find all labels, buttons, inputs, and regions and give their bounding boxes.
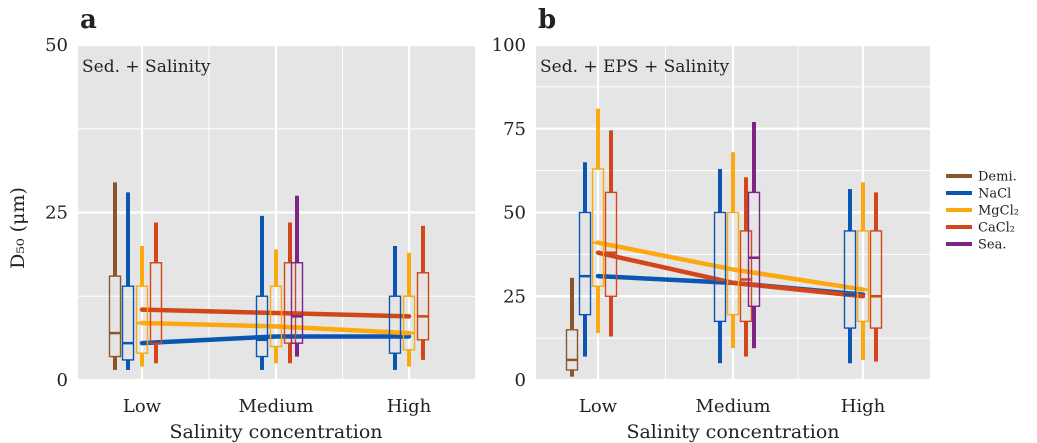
panel-b-title: Sed. + EPS + Salinity <box>540 57 729 77</box>
panel-a-x-axis-label: Salinity concentration <box>169 421 382 443</box>
box-medium-cacl2 <box>283 222 297 364</box>
box-low-nacl <box>121 192 135 370</box>
box-body <box>604 191 618 297</box>
panel-b-boxes <box>565 108 883 377</box>
x-tick-label-high: High <box>387 396 432 417</box>
box-body <box>747 191 761 307</box>
box-high-mgcl2 <box>856 182 870 360</box>
y-tick-label: 50 <box>45 35 68 56</box>
box-body <box>869 230 883 329</box>
box-body <box>135 285 149 354</box>
legend-item-demi: Demi. <box>946 170 1017 185</box>
legend-label: NaCl <box>978 187 1011 202</box>
x-tick-label-high: High <box>841 396 886 417</box>
box-body <box>290 262 304 344</box>
panel-b-x-ticks: Low Medium High <box>579 396 886 417</box>
box-body <box>255 295 269 358</box>
box-body <box>416 272 430 341</box>
box-high-cacl2 <box>416 225 430 360</box>
box-body <box>843 230 857 329</box>
box-body <box>149 262 163 344</box>
box-high-cacl2 <box>869 192 883 362</box>
box-medium-cacl2 <box>739 177 753 357</box>
box-medium-mgcl2 <box>726 152 740 349</box>
box-medium-mgcl2 <box>269 249 283 364</box>
box-low-cacl2 <box>149 222 163 364</box>
panel-b-y-ticks: 0 25 50 75 100 <box>492 35 526 391</box>
box-medium-nacl <box>255 215 269 370</box>
panel-a-title: Sed. + Salinity <box>82 57 211 77</box>
y-tick-label: 100 <box>492 35 526 56</box>
box-body <box>108 275 122 358</box>
panel-b-letter: b <box>538 5 556 35</box>
y-tick-label: 50 <box>503 203 526 224</box>
box-low-nacl <box>578 162 592 357</box>
x-tick-label-low: Low <box>579 396 618 417</box>
box-high-nacl <box>843 189 857 364</box>
legend-label: CaCl₂ <box>978 221 1015 236</box>
legend-item-sea: Sea. <box>946 238 1006 253</box>
y-tick-label: 25 <box>45 203 68 224</box>
box-high-nacl <box>388 246 402 370</box>
legend: Demi. NaCl MgCl₂ CaCl₂ Sea. <box>946 170 1019 253</box>
box-body <box>713 211 727 323</box>
box-medium-nacl <box>713 168 727 364</box>
box-body <box>388 295 402 354</box>
box-body <box>856 230 870 323</box>
panel-a-grid <box>78 43 475 382</box>
legend-item-nacl: NaCl <box>946 187 1011 202</box>
panel-a: 0 25 50 Low Medium High a Sed. + Salinity Sa… <box>45 5 475 443</box>
x-tick-label-low: Low <box>123 396 162 417</box>
box-body <box>578 211 592 316</box>
trend-line-cacl2 <box>139 307 412 319</box>
box-low-demi <box>565 277 579 377</box>
box-body <box>739 230 753 323</box>
box-medium-sea <box>290 195 304 357</box>
box-low-demi <box>108 182 122 370</box>
box-medium-sea <box>747 122 761 349</box>
box-body <box>283 262 297 344</box>
trend-line-nacl <box>139 334 412 346</box>
y-tick-label: 0 <box>57 370 68 391</box>
box-body <box>591 168 605 287</box>
box-low-mgcl2 <box>591 108 605 334</box>
box-body <box>121 285 135 361</box>
trend-line-cacl2 <box>595 250 866 299</box>
panel-b: 0 25 50 75 100 Low Medium High b Sed. + EPS + … <box>492 5 930 443</box>
y-tick-label: 75 <box>503 119 526 140</box>
y-tick-label: 0 <box>515 370 526 391</box>
x-tick-label-medium: Medium <box>695 396 770 417</box>
y-tick-label: 25 <box>503 286 526 307</box>
box-body <box>726 211 740 316</box>
box-low-mgcl2 <box>135 246 149 367</box>
box-body <box>269 285 283 348</box>
panel-a-boxes <box>108 182 430 370</box>
x-tick-label-medium: Medium <box>238 396 313 417</box>
box-body <box>402 295 416 351</box>
box-body <box>565 329 579 371</box>
panel-a-x-ticks: Low Medium High <box>123 396 432 417</box>
panel-a-y-ticks: 0 25 50 <box>45 35 68 391</box>
legend-label: Sea. <box>978 238 1006 253</box>
panel-b-x-axis-label: Salinity concentration <box>626 421 839 443</box>
box-high-mgcl2 <box>402 252 416 367</box>
legend-item-cacl2: CaCl₂ <box>946 221 1015 236</box>
panel-a-letter: a <box>80 5 97 35</box>
y-axis-label: D₅₀ (μm) <box>7 187 29 269</box>
box-low-cacl2 <box>604 130 618 337</box>
legend-label: MgCl₂ <box>978 204 1019 219</box>
legend-item-mgcl2: MgCl₂ <box>946 204 1019 219</box>
legend-label: Demi. <box>978 170 1017 185</box>
